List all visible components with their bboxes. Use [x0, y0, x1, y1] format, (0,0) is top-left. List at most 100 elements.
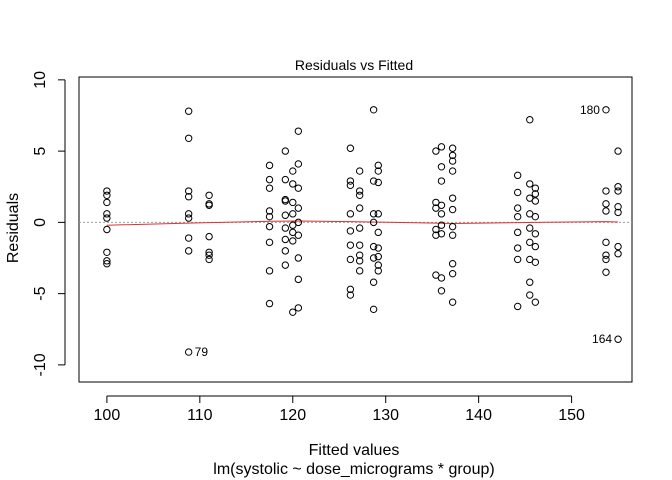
residual-point	[103, 260, 111, 268]
residual-point	[531, 258, 540, 266]
residual-point	[614, 187, 622, 195]
residual-point	[448, 151, 457, 160]
residual-point	[602, 207, 610, 215]
residual-point	[374, 210, 382, 218]
residual-point	[531, 184, 540, 192]
residual-point	[369, 177, 378, 185]
residual-point	[355, 241, 364, 249]
residual-point	[205, 248, 213, 257]
residual-point	[355, 257, 364, 265]
residual-point	[437, 287, 446, 295]
residual-point	[281, 211, 290, 219]
residual-point	[205, 232, 213, 241]
residual-point	[448, 157, 457, 165]
residual-point	[437, 143, 446, 151]
residual-point	[346, 144, 355, 152]
residual-point	[526, 116, 534, 124]
residual-point	[437, 230, 446, 238]
residual-point	[602, 268, 610, 276]
residual-point	[526, 278, 534, 286]
y-tick-label--5: -5	[32, 286, 49, 300]
residual-point	[369, 210, 378, 218]
residual-point	[184, 234, 193, 242]
residual-point	[513, 171, 522, 180]
residual-point	[448, 194, 457, 202]
residual-point	[437, 163, 446, 171]
residual-point	[103, 214, 111, 222]
residual-point	[184, 107, 193, 115]
residual-point	[448, 205, 457, 214]
residual-point	[437, 274, 446, 282]
residual-point	[437, 201, 446, 209]
y-tick-label-5: 5	[32, 147, 49, 156]
residual-point	[602, 200, 610, 208]
residual-point	[374, 267, 382, 275]
residual-point	[103, 257, 111, 265]
residual-point	[374, 178, 382, 187]
residual-point	[526, 238, 534, 247]
residual-point	[432, 225, 440, 234]
residual-point	[289, 228, 297, 237]
x-tick-label-120: 120	[279, 407, 306, 424]
residual-point	[265, 267, 274, 275]
residual-point	[294, 254, 303, 262]
residual-point	[346, 181, 355, 190]
residual-point	[526, 194, 534, 202]
residual-point	[184, 214, 193, 222]
residual-point	[103, 210, 111, 218]
residual-point	[448, 231, 457, 239]
residual-point	[513, 255, 522, 264]
residual-point	[374, 244, 382, 252]
y-tick-label--10: -10	[32, 353, 49, 376]
residual-point	[531, 230, 540, 238]
residual-point	[265, 161, 274, 170]
residual-point	[369, 254, 378, 262]
residual-point	[526, 255, 534, 264]
residual-point	[265, 238, 274, 247]
residual-point	[289, 198, 297, 207]
residual-point	[346, 210, 355, 218]
residual-point	[265, 175, 274, 184]
residual-point	[184, 247, 193, 255]
residual-point	[437, 210, 446, 218]
y-tick-label-0: 0	[32, 218, 49, 227]
residual-point	[281, 247, 290, 255]
x-tick-label-140: 140	[465, 407, 492, 424]
residual-point	[346, 227, 355, 235]
residual-point	[602, 255, 610, 264]
residual-point	[103, 225, 111, 234]
residual-point	[614, 183, 622, 191]
residual-point	[184, 187, 193, 195]
residual-point	[513, 212, 522, 221]
residual-point	[281, 175, 290, 184]
residual-point	[602, 251, 610, 259]
residual-point	[103, 198, 111, 207]
x-tick-label-110: 110	[187, 407, 213, 424]
y-axis-label: Residuals	[5, 193, 22, 263]
residual-point	[265, 184, 274, 192]
residual-point	[526, 180, 534, 188]
residual-point	[281, 224, 290, 232]
residual-point	[614, 250, 622, 258]
residual-point	[448, 269, 457, 278]
x-tick-label-130: 130	[372, 407, 399, 424]
x-axis-subtitle: lm(systolic ~ dose_micrograms * group)	[213, 461, 494, 478]
residual-point	[205, 251, 213, 259]
residual-point	[281, 197, 290, 205]
residual-point	[294, 184, 303, 192]
residual-point	[289, 180, 297, 188]
residual-point	[448, 222, 457, 231]
residual-point	[374, 167, 382, 175]
residual-point	[369, 218, 378, 227]
residual-point	[346, 285, 355, 294]
residual-point	[614, 202, 622, 211]
residual-point	[355, 187, 364, 195]
residual-point	[355, 251, 364, 259]
residual-point	[355, 191, 364, 199]
residual-point	[614, 208, 622, 217]
residual-point	[614, 147, 622, 155]
outlier-label-164: 164	[592, 332, 612, 346]
residual-point	[432, 271, 440, 279]
residual-point	[265, 222, 274, 231]
residual-point	[437, 221, 446, 229]
